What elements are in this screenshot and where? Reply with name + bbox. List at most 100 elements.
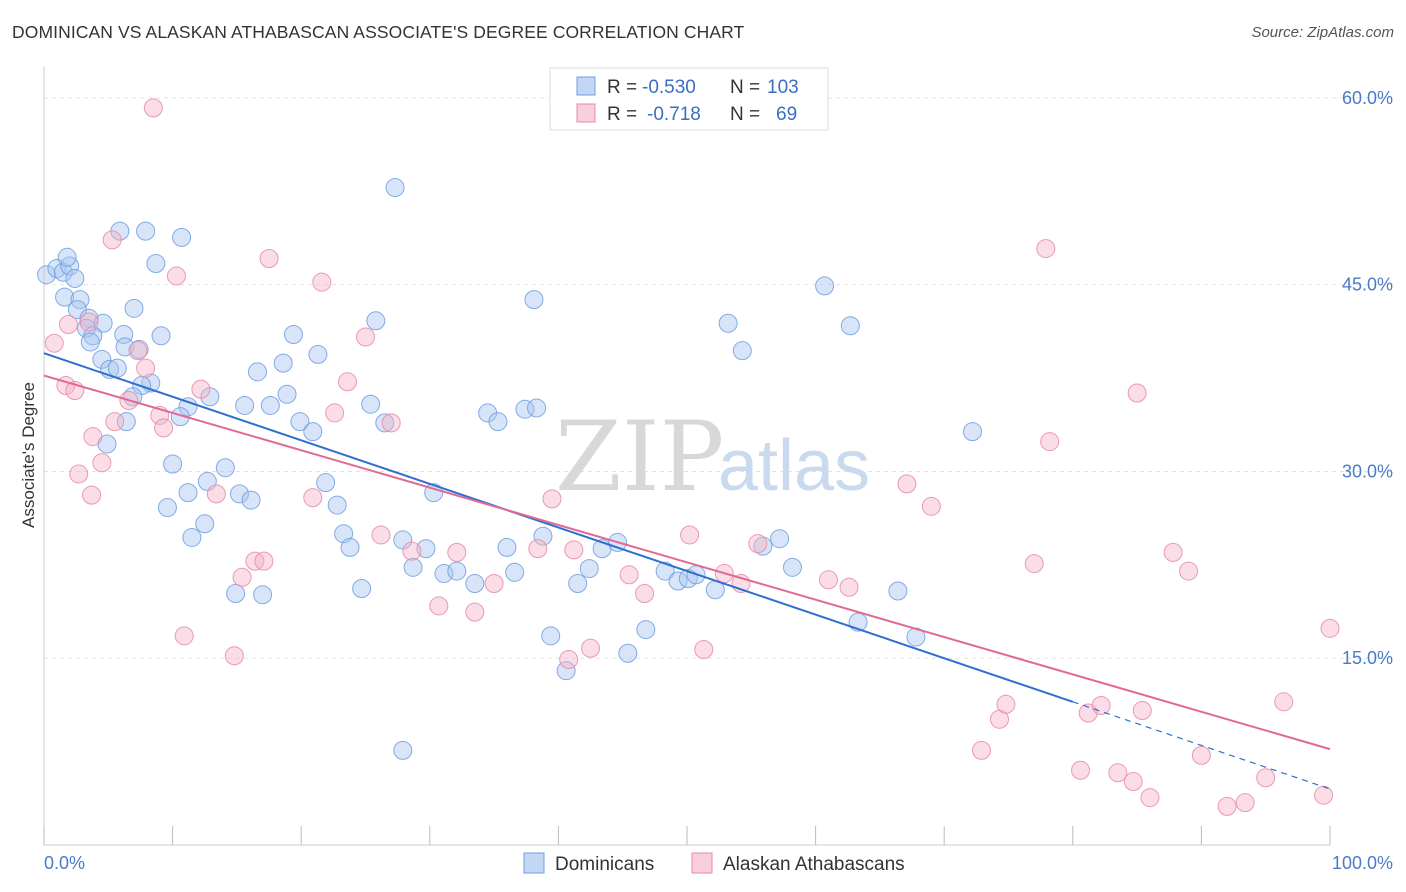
data-point [897, 474, 917, 494]
data-point [92, 453, 112, 473]
data-point [541, 626, 561, 646]
data-point [465, 602, 485, 622]
data-point [277, 384, 297, 404]
legend-row-dominicans: R = -0.530 N = 103 [576, 76, 799, 98]
data-point [770, 529, 790, 549]
data-point [215, 458, 235, 478]
data-point [488, 412, 508, 432]
data-point [465, 574, 485, 594]
data-point [229, 484, 249, 504]
data-point [818, 570, 838, 590]
data-point [123, 387, 143, 407]
data-point [69, 464, 89, 484]
data-point [92, 349, 112, 369]
series-legend: Dominicans Alaskan Athabascans [523, 852, 905, 875]
y-tick-label: 60.0% [1342, 88, 1393, 108]
y-tick-labels: 15.0% 30.0% 45.0% 60.0% [1342, 88, 1393, 668]
legend-r-label: R = [607, 77, 637, 98]
legend-n-label: N = [730, 77, 760, 98]
data-point [154, 418, 174, 438]
data-point [1040, 432, 1060, 452]
data-point [447, 542, 467, 562]
data-point [79, 312, 99, 332]
data-point [235, 395, 255, 415]
data-point [484, 574, 504, 594]
data-point [57, 247, 77, 267]
x-tick-label: 100.0% [1332, 853, 1393, 873]
data-point [151, 326, 171, 346]
data-point [1217, 796, 1237, 816]
data-point [447, 561, 467, 581]
data-point [718, 313, 738, 333]
data-point [732, 341, 752, 361]
data-point [753, 536, 773, 556]
data-point [385, 178, 405, 198]
alaskan-athabascans-points [44, 98, 1340, 816]
source-label: Source: ZipAtlas.com [1251, 24, 1394, 41]
data-point [253, 585, 273, 605]
legend-n-value: 103 [767, 77, 799, 98]
data-point [1071, 760, 1091, 780]
data-point [157, 498, 177, 518]
data-point [579, 559, 599, 579]
data-point [782, 557, 802, 577]
legend-n-label: N = [730, 104, 760, 125]
data-point [533, 526, 553, 546]
data-point [921, 496, 941, 516]
data-point [635, 583, 655, 603]
series-legend-label-dominicans: Dominicans [555, 854, 654, 875]
legend-row-alaskan-athabascans: R = -0.718 N = 69 [576, 103, 797, 125]
data-point [429, 596, 449, 616]
data-point [381, 413, 401, 433]
data-point [1127, 383, 1147, 403]
watermark-zip: ZIP [555, 401, 724, 513]
data-point [680, 525, 700, 545]
data-point [44, 333, 64, 353]
legend-swatch-alaskan-athabascans [576, 103, 596, 123]
data-point [542, 489, 562, 509]
data-point [325, 403, 345, 423]
data-point [1274, 692, 1294, 712]
data-point [115, 337, 135, 357]
data-point [37, 265, 57, 285]
dominicans-points [37, 178, 982, 760]
data-point [124, 298, 144, 318]
data-point [524, 290, 544, 310]
data-point [971, 740, 991, 760]
data-point [290, 412, 310, 432]
data-point [393, 740, 413, 760]
data-point [402, 541, 422, 561]
data-point [840, 316, 860, 336]
data-point [191, 379, 211, 399]
data-point [1235, 793, 1255, 813]
data-point [1314, 785, 1334, 805]
axes [43, 66, 1331, 846]
data-point [170, 407, 190, 427]
data-point [1179, 561, 1199, 581]
data-point [178, 397, 198, 417]
data-point [1320, 618, 1340, 638]
data-point [226, 583, 246, 603]
data-point [366, 311, 386, 331]
data-point [1123, 771, 1143, 791]
data-point [206, 484, 226, 504]
data-point [1140, 788, 1160, 808]
data-point [1132, 701, 1152, 721]
series-legend-swatch-alaskan-athabascans [691, 852, 713, 874]
data-point [694, 640, 714, 660]
data-point [371, 525, 391, 545]
watermark-atlas: atlas [718, 426, 870, 506]
data-point [80, 332, 100, 352]
data-point [82, 485, 102, 505]
data-point [1163, 542, 1183, 562]
y-tick-label: 30.0% [1342, 461, 1393, 481]
data-point [254, 551, 274, 571]
data-point [143, 98, 163, 118]
data-point [340, 537, 360, 557]
data-point [996, 694, 1016, 714]
data-point [308, 344, 328, 364]
data-point [528, 539, 548, 559]
x-tick-labels: 0.0% 100.0% [44, 853, 1393, 873]
data-point [337, 372, 357, 392]
data-point [273, 353, 293, 373]
